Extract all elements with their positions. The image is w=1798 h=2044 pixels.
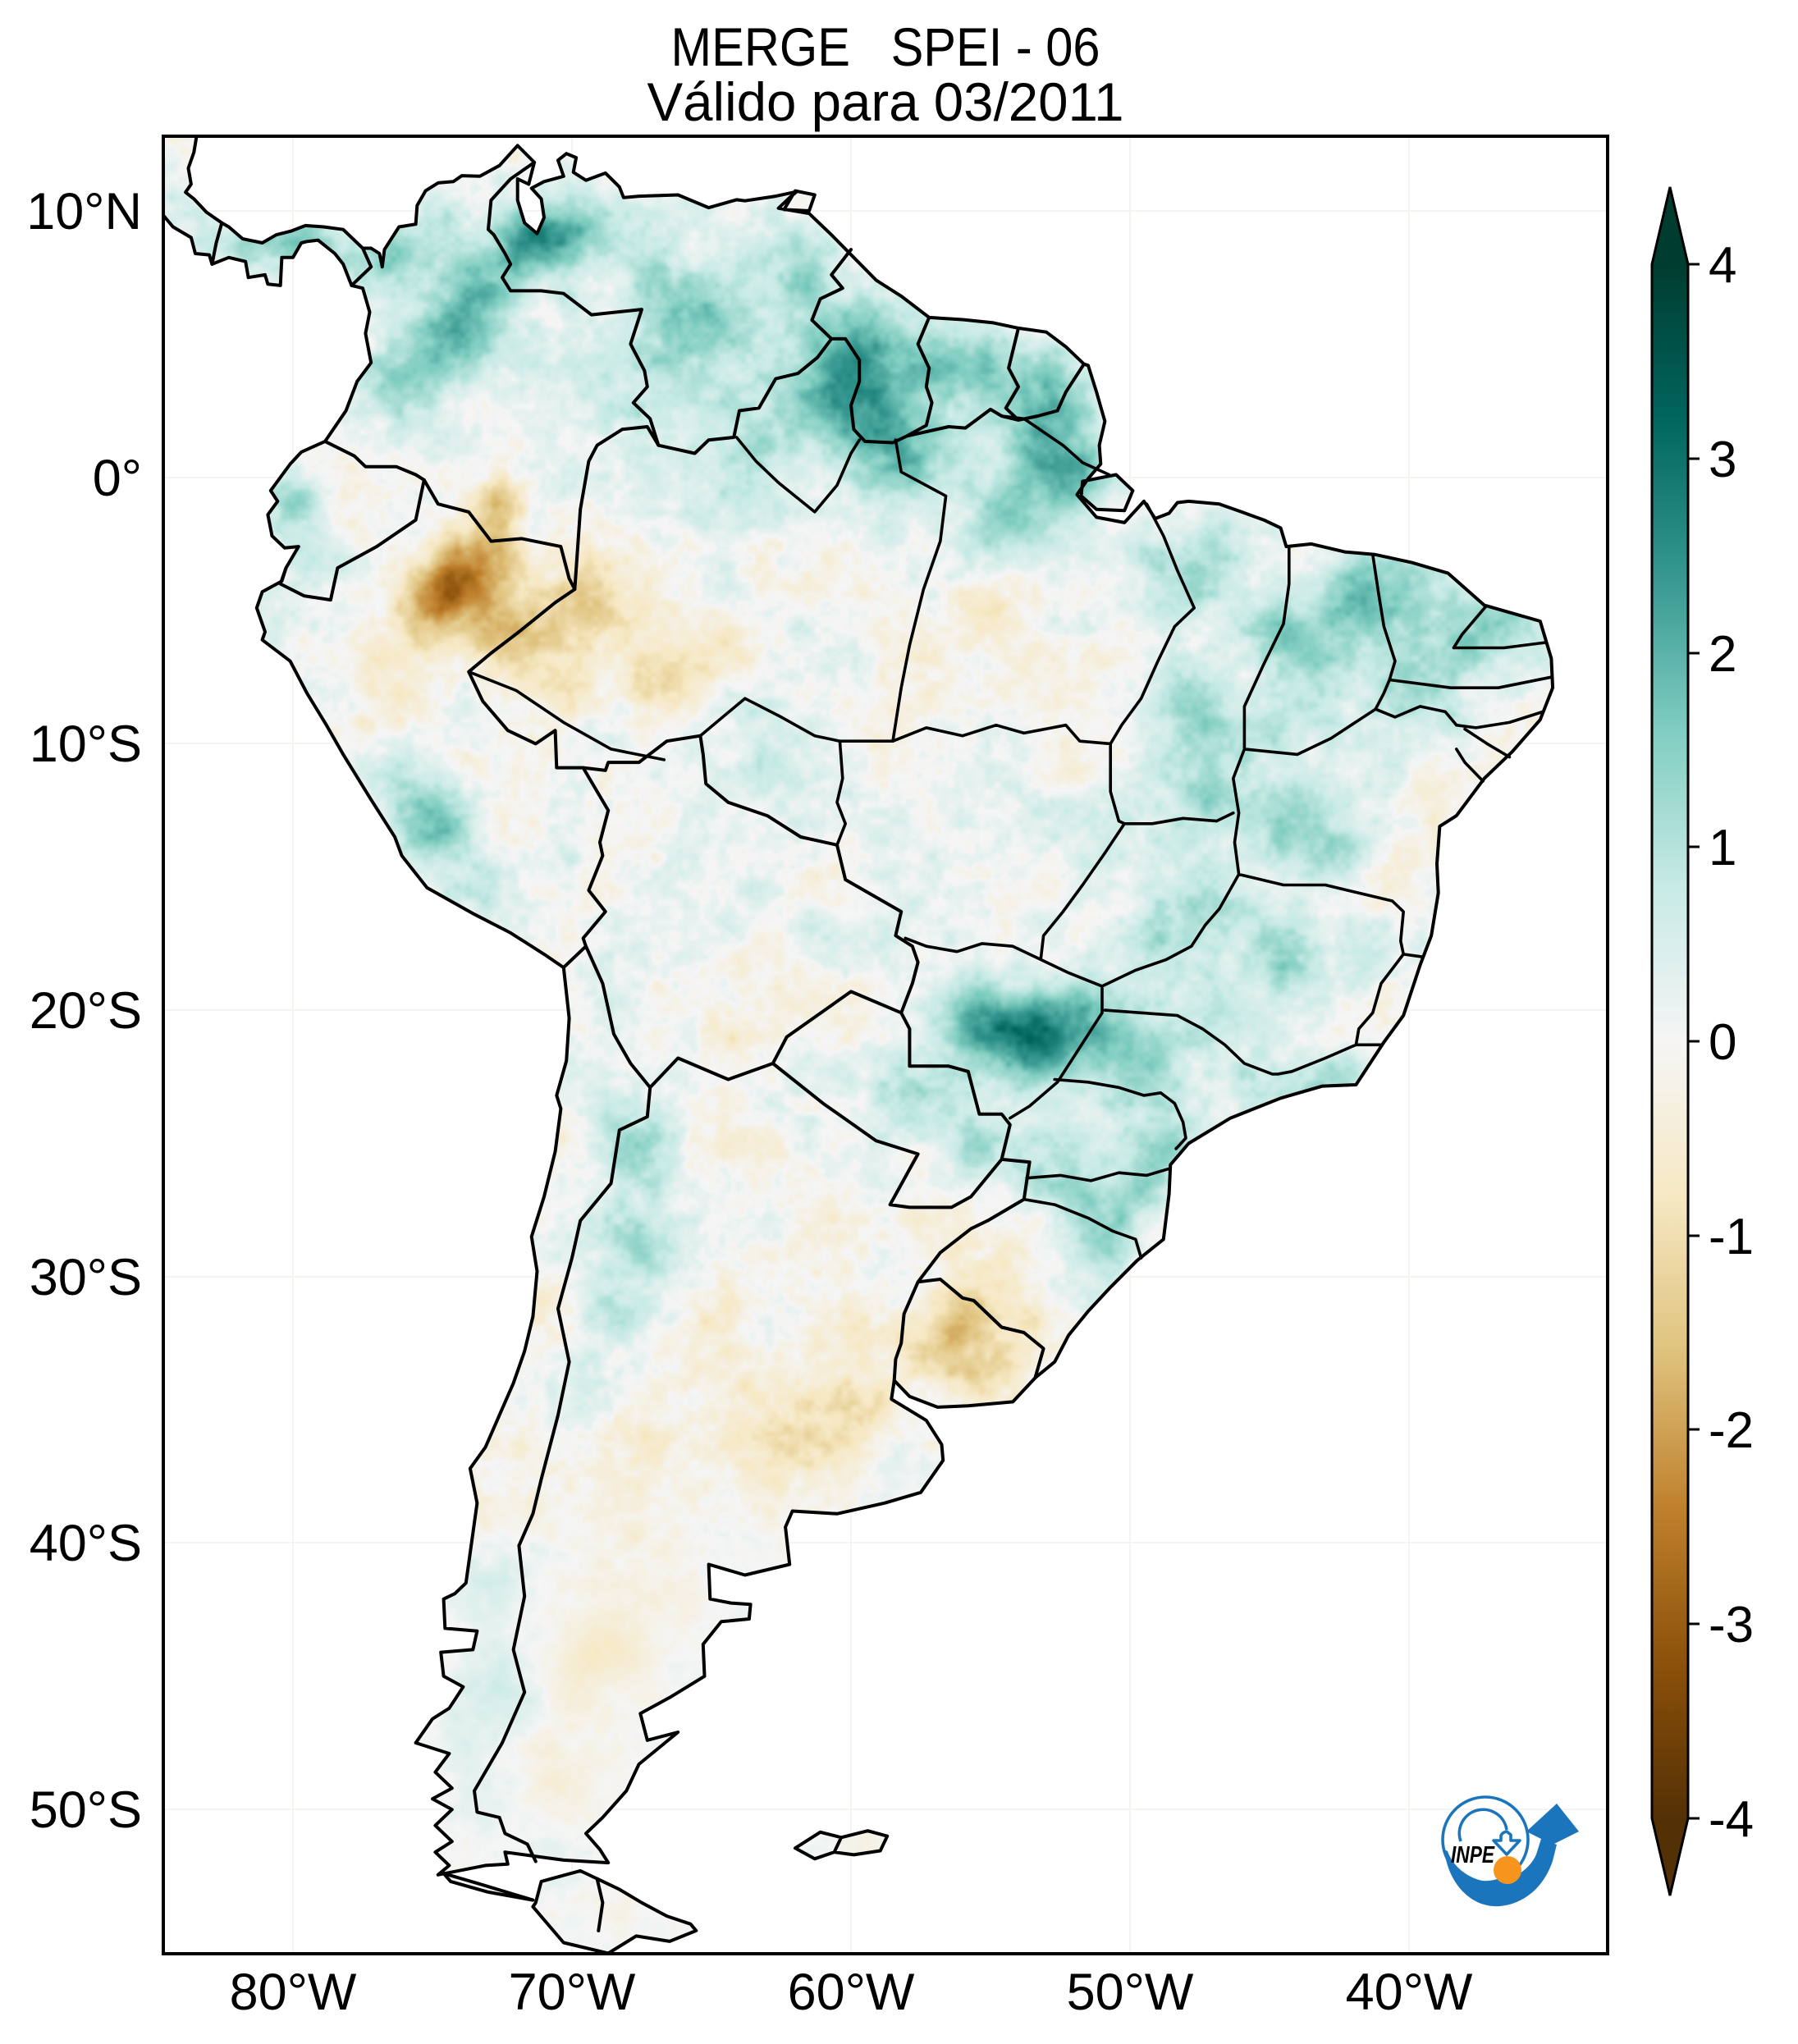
svg-text:50°W: 50°W — [1067, 1964, 1194, 2021]
svg-text:0°: 0° — [93, 450, 142, 507]
svg-text:INPE: INPE — [1451, 1842, 1495, 1868]
svg-text:-4: -4 — [1709, 1791, 1754, 1848]
svg-text:40°S: 40°S — [30, 1515, 142, 1572]
svg-text:50°S: 50°S — [30, 1781, 142, 1839]
svg-text:Válido para 03/2011: Válido para 03/2011 — [647, 71, 1124, 132]
svg-text:1: 1 — [1709, 820, 1736, 876]
svg-text:MERGE SPEI - 06: MERGE SPEI - 06 — [671, 16, 1100, 77]
svg-text:10°N: 10°N — [26, 183, 142, 240]
svg-text:-2: -2 — [1709, 1402, 1754, 1459]
svg-text:70°W: 70°W — [509, 1964, 636, 2021]
svg-text:4: 4 — [1709, 237, 1736, 294]
svg-text:60°W: 60°W — [788, 1964, 915, 2021]
svg-text:30°S: 30°S — [30, 1249, 142, 1306]
svg-text:10°S: 10°S — [30, 716, 142, 773]
svg-text:0: 0 — [1709, 1014, 1736, 1071]
svg-text:40°W: 40°W — [1346, 1964, 1473, 2021]
svg-text:3: 3 — [1709, 432, 1736, 488]
svg-text:20°S: 20°S — [30, 982, 142, 1040]
svg-text:2: 2 — [1709, 626, 1736, 683]
svg-text:-3: -3 — [1709, 1597, 1754, 1653]
svg-text:-1: -1 — [1709, 1209, 1754, 1265]
svg-text:80°W: 80°W — [230, 1964, 357, 2021]
